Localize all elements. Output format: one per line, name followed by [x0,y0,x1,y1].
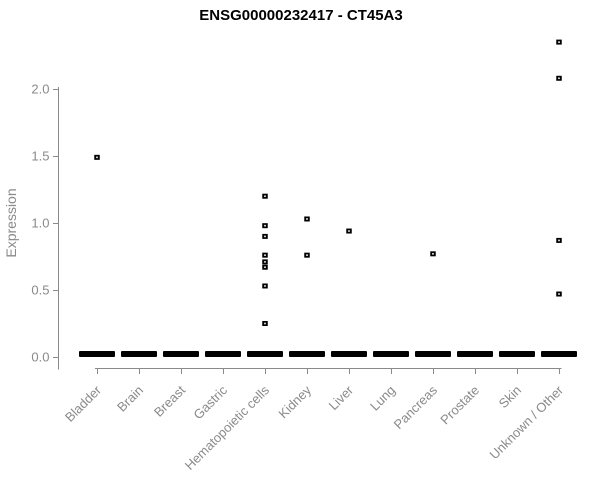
zero-expression-bar [541,351,577,357]
data-point-center [264,285,266,287]
x-tick-label: Brain [114,383,146,415]
data-point-center [264,322,266,325]
data-point-center [264,261,266,263]
data-point-center [558,293,560,295]
zero-expression-bar [499,351,535,357]
x-tick-label: Liver [326,382,357,413]
data-point-center [306,254,308,256]
x-tick-label: Gastric [190,382,230,422]
zero-expression-bar [289,351,325,357]
data-point-center [558,77,560,80]
data-point-center [96,156,98,159]
data-point-center [264,254,266,256]
x-tick-label: Bladder [62,382,105,425]
x-tick-label: Prostate [437,383,482,428]
zero-expression-bars [79,351,577,357]
zero-expression-bar [457,351,493,357]
y-axis-title: Expression [3,188,19,257]
data-point-center [264,235,266,238]
data-point-center [348,230,350,232]
x-tick-label: Lung [367,383,398,414]
data-point-center [264,266,266,269]
y-tick-label: 1.5 [31,149,49,164]
x-tick-label: Pancreas [391,382,441,432]
y-tick-label: 0.0 [31,350,49,365]
zero-expression-bar [331,351,367,357]
data-point-center [558,41,560,43]
data-points [94,39,562,326]
data-point-center [558,239,560,242]
x-tick-label: Breast [151,382,188,419]
data-point-center [432,253,434,255]
data-point-center [306,218,308,220]
x-tick-label: Skin [496,383,524,411]
zero-expression-bar [247,351,283,357]
zero-expression-bar [205,351,241,357]
y-tick-label: 2.0 [31,82,49,97]
data-point-center [264,195,266,197]
chart-title: ENSG00000232417 - CT45A3 [199,7,402,24]
zero-expression-bar [79,351,115,357]
zero-expression-bar [163,351,199,357]
axes: 0.0 0.5 1.0 1.5 2.0 Bladder Brain Breast Gastric… [31,82,566,473]
zero-expression-bar [121,351,157,357]
x-tick-label: Unknown / Other [487,382,567,462]
x-tick-label: Kidney [275,382,314,421]
zero-expression-bar [373,351,409,357]
data-point-center [264,224,266,227]
zero-expression-bar [415,351,451,357]
y-tick-label: 0.5 [31,283,49,298]
y-tick-label: 1.0 [31,216,49,231]
